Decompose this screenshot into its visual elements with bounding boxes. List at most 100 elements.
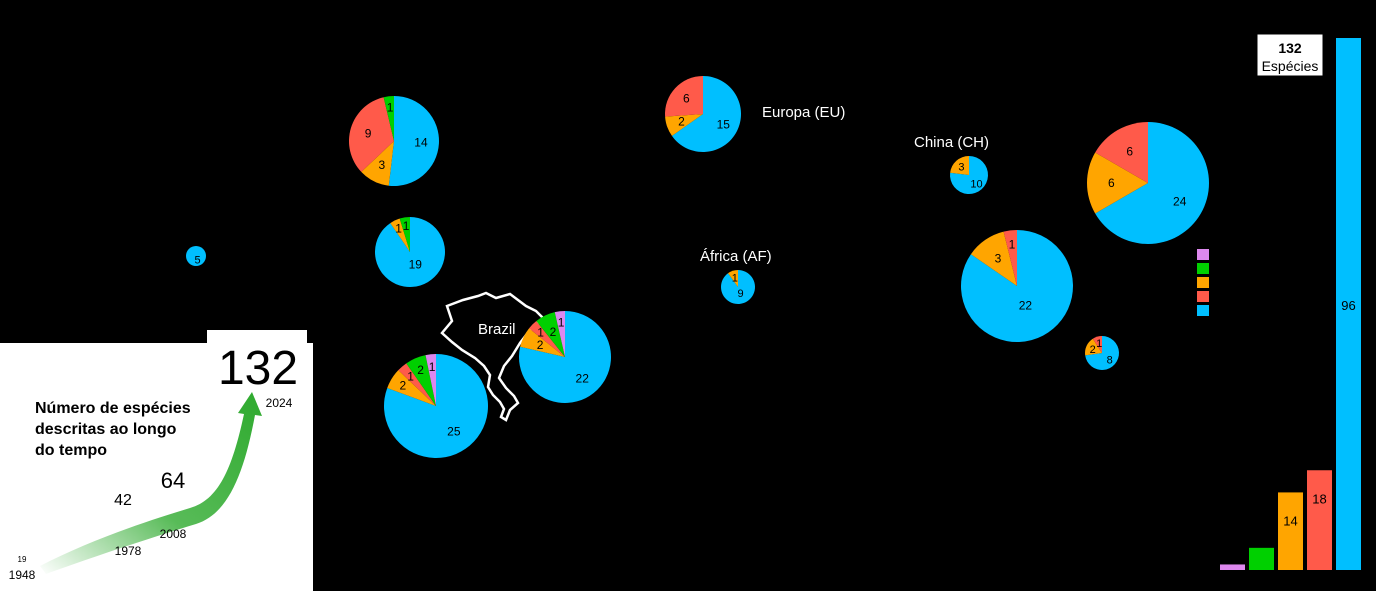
timeline-title-line-2: descritas ao longo <box>35 421 177 438</box>
pie-slice-label: 14 <box>414 136 428 150</box>
pie-slice-red <box>664 76 703 117</box>
timeline-year-1978: 1978 <box>115 544 142 558</box>
pie-slice-label: 2 <box>400 378 407 392</box>
pie-slice-orange <box>520 328 565 357</box>
pie-slice-label: 1 <box>537 326 544 340</box>
pie-slice-label: 24 <box>1173 194 1187 208</box>
pie-slice-label: 6 <box>683 91 690 105</box>
pie-slice-label: 9 <box>365 126 372 140</box>
pie-oceania: 82 1 <box>1085 336 1119 370</box>
pie-slice-orange <box>970 231 1017 286</box>
pie-slice-label: 1 <box>429 360 436 374</box>
pie-slice-label: 1 <box>407 369 414 383</box>
timeline-title-line-1: Número de espécies <box>35 400 191 417</box>
pie-slice-label: 2 <box>417 363 424 377</box>
pie-slice-label: 3 <box>379 158 386 172</box>
pie-slice-label: 2 <box>1090 344 1096 356</box>
bar-orange <box>1278 492 1303 570</box>
timeline-count-1948: 19 <box>18 555 27 564</box>
pie-china: 10 3 <box>950 156 989 195</box>
bar-red <box>1307 470 1332 570</box>
pie-slice-orange <box>950 156 969 175</box>
total-box <box>1256 33 1324 77</box>
pie-north-america-ne: 14 3 9 1 <box>349 96 440 187</box>
pie-slice-orange <box>387 370 436 406</box>
pie-slice-orange <box>1087 152 1148 214</box>
pie-slice-red <box>1003 230 1017 286</box>
pie-slice-label: 2 <box>550 325 557 339</box>
pie-africa: 91 <box>721 270 755 304</box>
pie-asia-east: 24 6 6 <box>1087 122 1209 244</box>
bar-label-blue: 96 <box>1341 298 1355 313</box>
bar-blue <box>1336 38 1361 570</box>
pie-slice-pink <box>425 354 436 406</box>
bar-green <box>1249 547 1274 570</box>
bar-label-orange: 14 <box>1283 513 1297 528</box>
pie-north-america-west: 5 <box>186 246 206 267</box>
pie-slice-green <box>406 355 436 406</box>
pie-slice-label: 1 <box>1096 338 1102 350</box>
pie-slice-blue <box>1085 336 1119 370</box>
pie-slice-red <box>1095 122 1148 183</box>
label-africa: África (AF) <box>700 248 772 265</box>
timeline-count-1978: 42 <box>114 492 132 509</box>
pie-slice-blue <box>186 246 206 266</box>
pie-slice-label: 1 <box>403 219 410 233</box>
timeline-count-2008: 64 <box>161 468 185 493</box>
legend-swatch-green <box>1197 263 1209 274</box>
pie-slice-label: 2 <box>537 338 544 352</box>
pie-slice-label: 25 <box>447 425 461 439</box>
pie-slice-green <box>399 217 410 252</box>
pie-slice-label: 1 <box>395 221 402 235</box>
pie-slice-red <box>529 321 565 357</box>
pie-slice-label: 8 <box>1107 355 1113 367</box>
pie-slice-label: 3 <box>958 161 964 173</box>
growth-arrow <box>40 392 262 574</box>
total-number: 132 <box>1278 40 1302 56</box>
pie-slice-orange <box>728 270 738 287</box>
timeline-big-value-box <box>207 330 307 392</box>
label-europa: Europa (EU) <box>762 104 845 121</box>
timeline-year-1948: 1948 <box>9 568 36 582</box>
legend-swatch-blue <box>1197 305 1209 316</box>
pie-slice-blue <box>388 96 440 187</box>
brazil-outline <box>440 291 545 422</box>
legend-swatch-red <box>1197 291 1209 302</box>
pie-slice-label: 19 <box>409 257 423 271</box>
pie-slice-label: 3 <box>995 251 1002 265</box>
timeline-year-2024: 2024 <box>266 396 293 410</box>
pie-slice-label: 6 <box>1108 176 1115 190</box>
label-china: China (CH) <box>914 134 989 151</box>
pie-slice-label: 6 <box>1126 144 1133 158</box>
pie-slice-label: 10 <box>970 179 982 191</box>
pie-slice-label: 15 <box>717 117 731 131</box>
pie-slice-orange <box>665 114 703 136</box>
pie-slice-label: 22 <box>576 372 590 386</box>
pie-slice-label: 1 <box>558 316 565 330</box>
pie-slice-blue <box>671 76 742 153</box>
legend-swatch-orange <box>1197 277 1209 288</box>
pie-slice-red <box>349 97 394 172</box>
timeline-year-2008: 2008 <box>160 527 187 541</box>
pie-slice-orange <box>390 218 410 252</box>
label-brazil: Brazil <box>478 321 516 338</box>
bar-label-red: 18 <box>1312 491 1326 506</box>
pie-asia-south: 22 31 <box>961 230 1073 343</box>
pie-slice-red <box>1092 336 1102 353</box>
pie-slice-label: 1 <box>732 272 738 284</box>
pie-north-america-central: 191 1 <box>375 217 445 287</box>
total-label: Espécies <box>1262 58 1319 74</box>
pie-slice-green <box>536 312 565 357</box>
pie-slice-label: 1 <box>1009 237 1016 251</box>
legend-swatch-pink <box>1197 249 1209 260</box>
pie-slice-label: 5 <box>194 255 200 267</box>
timeline-big-value: 132 <box>218 342 298 395</box>
pie-slice-pink <box>554 311 565 357</box>
pie-slice-orange <box>361 141 394 186</box>
pie-slice-label: 2 <box>678 115 685 129</box>
bar-pink <box>1220 564 1245 570</box>
